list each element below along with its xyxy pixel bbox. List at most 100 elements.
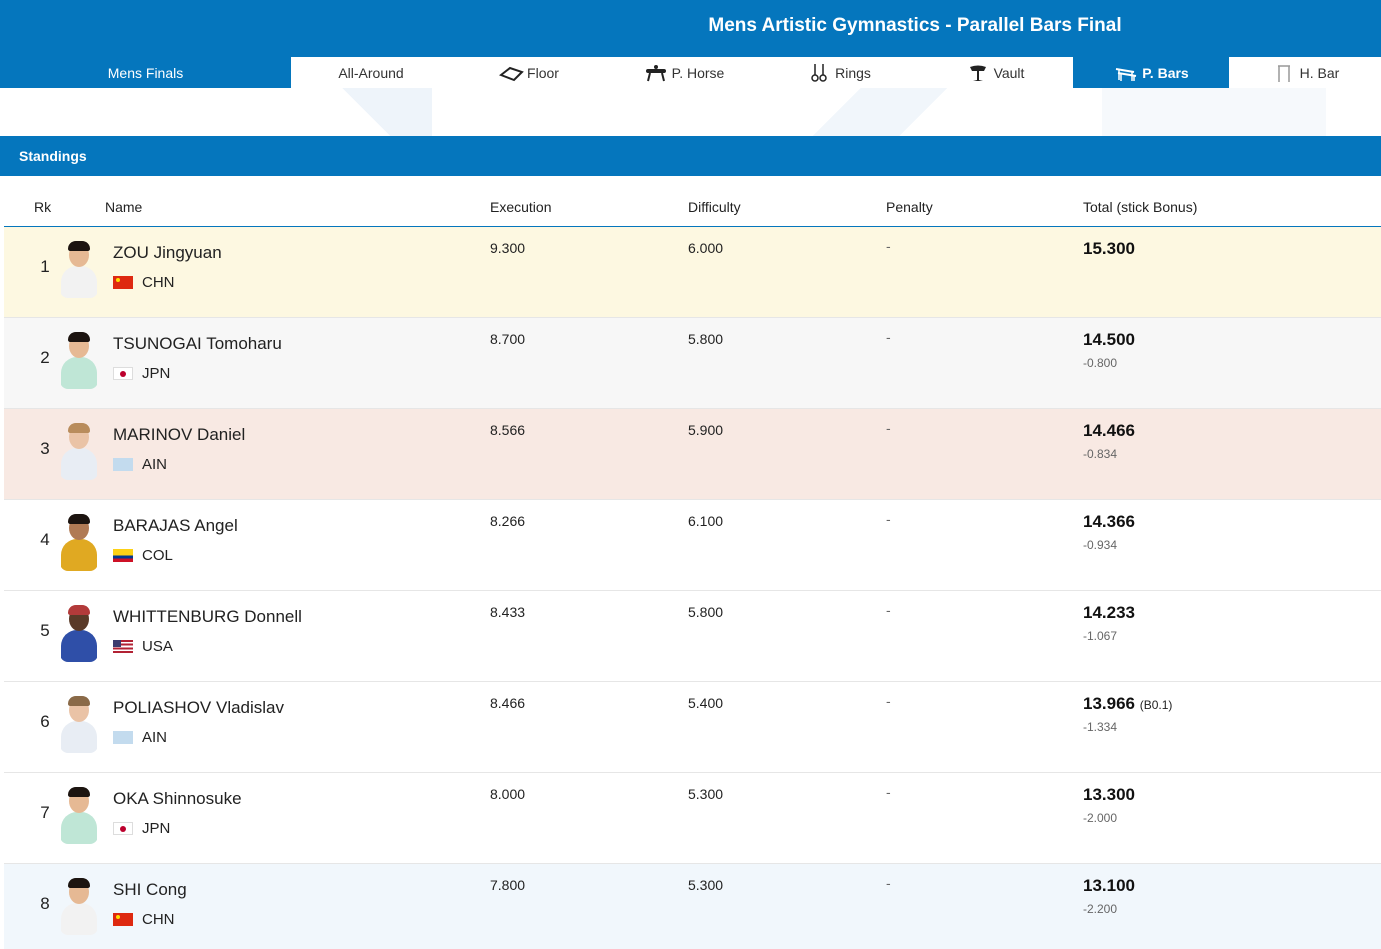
execution-score: 8.700 [490, 331, 526, 347]
total-value: 14.500 [1083, 330, 1135, 349]
athlete-name[interactable]: MARINOV Daniel [113, 425, 246, 444]
country-code: JPN [142, 365, 171, 382]
difficulty-score: 5.300 [688, 786, 724, 802]
total-score: 14.366 [1083, 512, 1135, 532]
tab-mens-finals[interactable]: Mens Finals [0, 57, 291, 88]
gap-to-leader: -2.000 [1083, 811, 1118, 825]
tab-label: Rings [835, 64, 871, 81]
rank: 6 [40, 712, 50, 731]
penalty-score: - [886, 511, 891, 527]
penalty-score: - [886, 420, 891, 436]
total-value: 13.300 [1083, 785, 1135, 804]
table-row[interactable]: 3 MARINOV Daniel AIN 8.566 5.900 - 14.46… [4, 409, 1381, 500]
athlete-avatar [60, 240, 98, 298]
country: AIN [113, 456, 167, 473]
execution-score: 9.300 [490, 240, 526, 256]
rank: 2 [40, 348, 50, 367]
tab-vault[interactable]: Vault [916, 57, 1073, 88]
tab-label: H. Bar [1299, 64, 1340, 81]
tab-label: Mens Finals [107, 64, 184, 81]
penalty-score: - [886, 329, 891, 345]
rank: 1 [40, 257, 50, 276]
execution-score: 8.266 [490, 513, 526, 529]
hero-banner [0, 88, 1381, 136]
banner-shape [1102, 88, 1326, 136]
athlete-name[interactable]: ZOU Jingyuan [113, 243, 222, 262]
flag-icon [113, 913, 133, 926]
athlete-avatar [60, 513, 98, 571]
athlete-avatar [60, 786, 98, 844]
tab-floor[interactable]: Floor [451, 57, 606, 88]
rings-icon [811, 63, 827, 82]
banner-shape [760, 88, 1000, 136]
athlete-avatar [60, 695, 98, 753]
total-score: 15.300 [1083, 239, 1135, 259]
country-code: CHN [142, 911, 175, 928]
difficulty-score: 5.800 [688, 604, 724, 620]
athlete-name[interactable]: OKA Shinnosuke [113, 789, 242, 808]
vault-icon [969, 65, 986, 81]
tab-pommel-horse[interactable]: P. Horse [606, 57, 761, 88]
floor-icon [499, 66, 524, 81]
athlete-name[interactable]: SHI Cong [113, 880, 187, 899]
tab-horizontal-bar[interactable]: H. Bar [1229, 57, 1381, 88]
athlete-name[interactable]: TSUNOGAI Tomoharu [113, 334, 282, 353]
country-code: COL [142, 547, 173, 564]
country-code: USA [142, 638, 173, 655]
table-row[interactable]: 1 ZOU Jingyuan CHN 9.300 6.000 - 15.300 [4, 227, 1381, 318]
athlete-name[interactable]: POLIASHOV Vladislav [113, 698, 285, 717]
penalty-score: - [886, 875, 891, 891]
gap-to-leader: -0.934 [1083, 538, 1118, 552]
total-value: 15.300 [1083, 239, 1135, 258]
table-row[interactable]: 4 BARAJAS Angel COL 8.266 6.100 - 14.366… [4, 500, 1381, 591]
rank: 8 [40, 894, 50, 913]
total-value: 14.233 [1083, 603, 1135, 622]
table-row[interactable]: 7 OKA Shinnosuke JPN 8.000 5.300 - 13.30… [4, 773, 1381, 864]
flag-icon [113, 822, 133, 835]
country-code: AIN [142, 729, 168, 746]
gap-to-leader: -2.200 [1083, 902, 1118, 916]
athlete-name[interactable]: BARAJAS Angel [113, 516, 238, 535]
penalty-score: - [886, 602, 891, 618]
execution-score: 8.566 [490, 422, 526, 438]
tab-label: Vault [993, 64, 1025, 81]
table-row[interactable]: 6 POLIASHOV Vladislav AIN 8.466 5.400 - … [4, 682, 1381, 773]
execution-score: 8.466 [490, 695, 526, 711]
tab-all-around[interactable]: All-Around [291, 57, 451, 88]
table-row[interactable]: 8 SHI Cong CHN 7.800 5.300 - 13.100 -2.2… [4, 864, 1381, 949]
country: CHN [113, 911, 175, 928]
rank: 4 [40, 530, 50, 549]
table-row[interactable]: 2 TSUNOGAI Tomoharu JPN 8.700 5.800 - 14… [4, 318, 1381, 409]
difficulty-score: 5.300 [688, 877, 724, 893]
discipline-tabs: Mens Finals All-Around Floor P. Horse Ri… [0, 57, 1381, 88]
country: AIN [113, 729, 167, 746]
total-score: 13.300 [1083, 785, 1135, 805]
page-title: Mens Artistic Gymnastics - Parallel Bars… [708, 15, 1122, 36]
tab-rings[interactable]: Rings [761, 57, 916, 88]
flag-icon [113, 640, 133, 653]
country-code: AIN [142, 456, 168, 473]
col-execution: Execution [490, 199, 552, 215]
flag-icon [113, 367, 133, 380]
athlete-avatar [60, 331, 98, 389]
athlete-name[interactable]: WHITTENBURG Donnell [113, 607, 302, 626]
tab-parallel-bars[interactable]: P. Bars [1073, 57, 1229, 88]
execution-score: 8.433 [490, 604, 526, 620]
country-code: JPN [142, 820, 171, 837]
col-difficulty: Difficulty [688, 199, 741, 215]
table-row[interactable]: 5 WHITTENBURG Donnell USA 8.433 5.800 - … [4, 591, 1381, 682]
total-score: 13.100 [1083, 876, 1135, 896]
col-rank: Rk [34, 199, 52, 215]
country: CHN [113, 274, 175, 291]
rank: 5 [40, 621, 50, 640]
table-header: Rk Name Execution Difficulty Penalty Tot… [4, 176, 1381, 227]
banner-shape [300, 88, 432, 136]
tab-label: P. Bars [1142, 64, 1189, 81]
col-total: Total (stick Bonus) [1083, 199, 1198, 215]
athlete-avatar [60, 604, 98, 662]
penalty-score: - [886, 238, 891, 254]
parallel-bars-icon [1116, 67, 1137, 81]
tab-label: All-Around [338, 64, 404, 81]
difficulty-score: 5.900 [688, 422, 724, 438]
col-penalty: Penalty [886, 199, 933, 215]
